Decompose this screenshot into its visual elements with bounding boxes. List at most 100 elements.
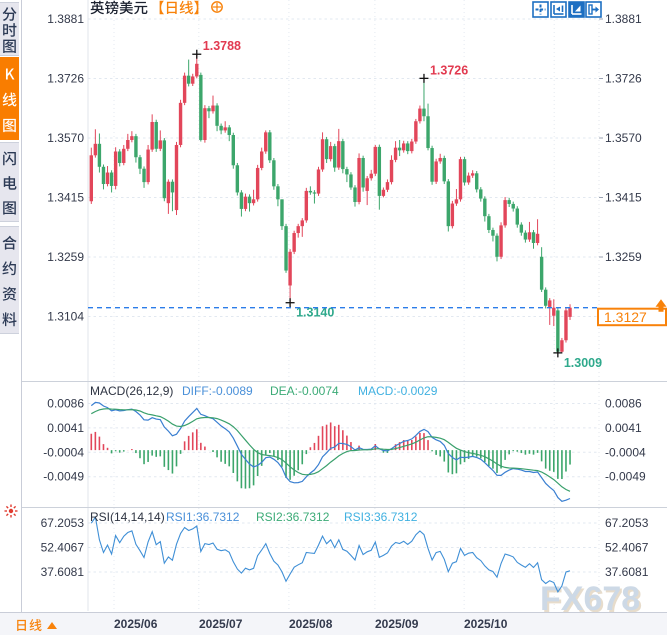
- sidebar-tab-label: [3, 151, 17, 215]
- macd-axis-label-right: -0.0004: [605, 445, 646, 459]
- indicator-settings-icon[interactable]: [3, 503, 19, 519]
- candlestick-series: [89, 54, 572, 353]
- current-price-marker: 1.3127: [88, 299, 667, 327]
- sidebar-tab-闪电图[interactable]: [0, 142, 19, 222]
- price-axis-label-right: 1.3415: [605, 191, 642, 205]
- candle-body: [353, 187, 357, 203]
- price-axis-label-right: 1.3881: [605, 12, 642, 26]
- candle-body: [539, 256, 544, 290]
- candle-body: [450, 203, 455, 227]
- price-axis-label-left: 1.3881: [47, 12, 84, 26]
- period-label: [17, 618, 57, 632]
- rsi-title: RSI(14,14,14): [90, 510, 165, 524]
- candle-body: [381, 189, 386, 196]
- candle-body: [292, 233, 296, 252]
- swing-annotations: 1.3788 1.3726 1.3140 1.3009: [192, 39, 602, 370]
- current-price-tag: [597, 307, 667, 327]
- price-axis-label-left: 1.3570: [47, 131, 84, 145]
- candle-body: [410, 141, 414, 152]
- candle-body: [296, 226, 300, 234]
- candle-body: [369, 173, 373, 179]
- zoom-vertical-toolbar-button[interactable]: [568, 1, 585, 18]
- candle-body: [186, 75, 191, 84]
- zoom-horizontal-toolbar-button[interactable]: [550, 1, 567, 18]
- candle-body: [109, 172, 114, 186]
- candle-body: [134, 136, 138, 158]
- watermark-shadow: FX678: [542, 582, 642, 612]
- swing-marker-1.3140: 1.3140: [285, 298, 334, 320]
- candle-body: [320, 139, 325, 170]
- macd-macd-value: MACD:-0.0029: [358, 384, 438, 398]
- price-axis-labels: 1.3881 1.3881 1.3726 1.3726 1.3570 1.3570 1.34…: [41, 12, 649, 579]
- macd-axis-label-right: -0.0049: [605, 470, 646, 484]
- gridlines: [22, 0, 667, 611]
- candle-body: [552, 307, 556, 316]
- x-axis-label: 2025/06: [114, 617, 158, 631]
- candle-body: [272, 160, 276, 187]
- candle-body: [393, 147, 398, 160]
- candle-body: [373, 146, 377, 174]
- candle-body: [251, 199, 256, 204]
- candle-body: [113, 151, 118, 186]
- candle-body: [442, 157, 446, 182]
- sidebar-tab-K线图[interactable]: [0, 57, 19, 140]
- candle-body: [466, 175, 471, 183]
- candle-body: [146, 149, 150, 183]
- candle-body: [564, 310, 568, 341]
- candle-body: [235, 165, 240, 193]
- candle-body: [239, 192, 244, 209]
- candle-body: [357, 157, 361, 203]
- circle-plus-icon[interactable]: [211, 1, 223, 13]
- rsi-axis-label-right: 52.4067: [605, 541, 649, 555]
- sidebar-tab-label: [2, 68, 17, 133]
- pan-right-toolbar-button[interactable]: [585, 1, 602, 18]
- candle-body: [138, 157, 142, 169]
- swing-label: 1.3009: [564, 356, 602, 370]
- timeframe-bar: 2025/06 2025/07 2025/08 2025/09 2025/10: [0, 612, 667, 635]
- period-selector-button[interactable]: [13, 616, 73, 634]
- candle-body: [454, 199, 459, 204]
- candle-body: [154, 121, 158, 149]
- price-axis-label-left: 1.3415: [47, 191, 84, 205]
- candle-body: [142, 168, 146, 183]
- sidebar-tab-分时图[interactable]: [0, 2, 19, 56]
- rsi-axis-label-right: 67.2053: [605, 516, 649, 530]
- candle-body: [495, 235, 499, 257]
- candle-body: [215, 105, 219, 126]
- candle-body: [515, 208, 519, 225]
- candle-body: [276, 186, 280, 200]
- macd-axis-label-left: 0.0041: [47, 421, 84, 435]
- candle-body: [345, 169, 349, 175]
- candle-body: [548, 300, 552, 307]
- rsi-labels: RSI(14,14,14) RSI1:36.7312 RSI2:36.7312 RSI…: [90, 510, 418, 524]
- price-axis-label-left: 1.3104: [47, 310, 84, 324]
- rsi-panel: RSI(14,14,14) RSI1:36.7312 RSI2:36.7312 RSI…: [90, 510, 571, 594]
- candle-body: [418, 108, 422, 122]
- rsi-axis-label-left: 37.6081: [41, 565, 85, 579]
- sidebar-tab-合约资料[interactable]: [0, 226, 19, 334]
- candle-body: [300, 220, 304, 227]
- candle-body: [211, 105, 215, 112]
- candle-body: [182, 75, 187, 103]
- sidebar-tab-label: [2, 235, 17, 327]
- candle-body: [430, 148, 434, 182]
- rsi-axis-label-right: 37.6081: [605, 565, 649, 579]
- swing-marker-1.3009: 1.3009: [553, 348, 602, 370]
- macd-dea-value: DEA:-0.0074: [270, 384, 339, 398]
- candle-body: [535, 233, 540, 243]
- candle-body: [199, 74, 203, 140]
- crosshair-toolbar-button[interactable]: [532, 1, 549, 18]
- rsi-axis-label-left: 52.4067: [41, 541, 85, 555]
- candle-body: [308, 190, 313, 193]
- swing-label: 1.3140: [296, 306, 334, 320]
- candle-body: [470, 173, 475, 176]
- candle-body: [483, 198, 487, 217]
- swing-marker-1.3788: 1.3788: [192, 39, 241, 59]
- candle-body: [491, 229, 495, 236]
- candle-body: [280, 199, 284, 227]
- candle-body: [247, 196, 252, 204]
- candle-body: [422, 108, 426, 117]
- price-axis-label-right: 1.3570: [605, 131, 642, 145]
- candle-body: [97, 143, 102, 167]
- candle-body: [385, 182, 390, 190]
